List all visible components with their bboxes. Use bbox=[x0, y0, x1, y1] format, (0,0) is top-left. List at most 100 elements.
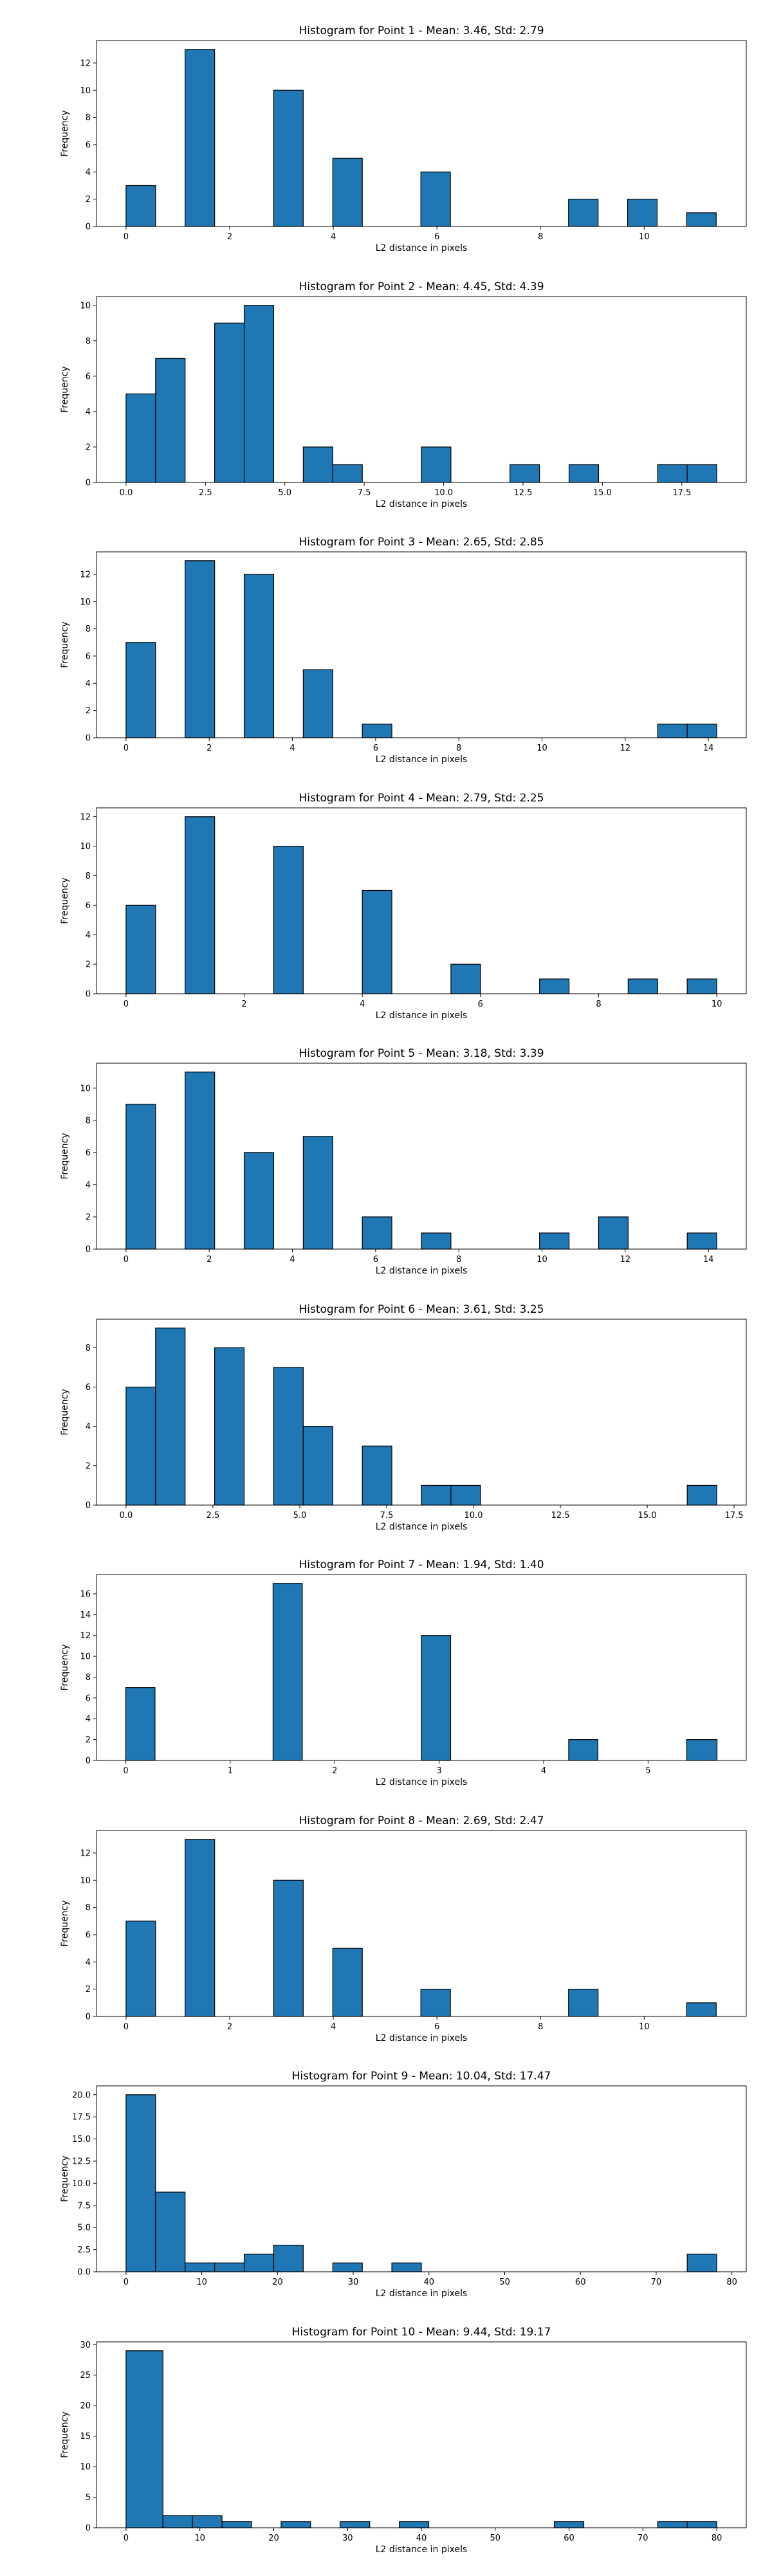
histogram-bar bbox=[510, 464, 540, 483]
y-tick-label: 4 bbox=[86, 1715, 91, 1724]
y-tick-label: 12 bbox=[80, 1849, 91, 1858]
histogram-bar bbox=[686, 978, 717, 994]
x-axis-label: L2 distance in pixels bbox=[376, 2033, 468, 2043]
chart-title: Histogram for Point 3 - Mean: 2.65, Std:… bbox=[299, 536, 544, 549]
y-tick-label: 12 bbox=[80, 570, 91, 580]
x-tick-label: 30 bbox=[348, 2278, 359, 2287]
y-tick-label: 2 bbox=[86, 195, 91, 205]
x-tick-label: 15.0 bbox=[593, 488, 612, 498]
y-tick-label: 0 bbox=[86, 2524, 91, 2534]
y-tick-label: 2 bbox=[86, 1461, 91, 1471]
x-axis-label: L2 distance in pixels bbox=[376, 499, 468, 509]
x-tick-label: 60 bbox=[575, 2278, 586, 2287]
axes-frame bbox=[96, 807, 747, 994]
histogram-bar bbox=[420, 171, 451, 227]
histogram-bar bbox=[362, 890, 392, 994]
x-axis-label: L2 distance in pixels bbox=[376, 1777, 468, 1787]
x-axis-label: L2 distance in pixels bbox=[376, 1266, 468, 1276]
y-tick-label: 15.0 bbox=[72, 2135, 91, 2144]
x-tick-label: 2 bbox=[332, 1766, 337, 1776]
x-tick-label: 4 bbox=[541, 1766, 546, 1776]
histogram-bar bbox=[421, 446, 452, 483]
histogram-bar bbox=[185, 49, 216, 227]
histogram-bar bbox=[450, 964, 481, 994]
histogram-bar bbox=[125, 1687, 156, 1761]
x-tick-label: 50 bbox=[499, 2278, 510, 2287]
y-tick-label: 10 bbox=[80, 598, 91, 607]
y-tick-label: 15 bbox=[80, 2432, 91, 2442]
y-tick-label: 4 bbox=[86, 1958, 91, 1968]
histogram-bar bbox=[657, 464, 688, 483]
histogram-bar bbox=[568, 1739, 599, 1761]
histogram-bar bbox=[243, 1152, 275, 1250]
histogram-bar bbox=[273, 846, 304, 994]
chart-title: Histogram for Point 4 - Mean: 2.79, Std:… bbox=[299, 792, 544, 805]
histogram-bar bbox=[162, 2515, 193, 2528]
histogram-bar bbox=[686, 1739, 718, 1761]
x-axis-label: L2 distance in pixels bbox=[376, 1522, 468, 1532]
x-tick-label: 4 bbox=[331, 232, 336, 242]
y-tick-label: 2 bbox=[86, 960, 91, 970]
y-tick-label: 6 bbox=[86, 1694, 91, 1703]
histogram-bar bbox=[185, 816, 216, 994]
histogram-bar bbox=[302, 1136, 333, 1250]
y-axis-label: Frequency bbox=[60, 110, 70, 156]
histogram-bar bbox=[214, 1347, 245, 1506]
x-tick-label: 20 bbox=[268, 2534, 279, 2543]
y-tick-label: 4 bbox=[86, 931, 91, 940]
x-axis-label: L2 distance in pixels bbox=[376, 2288, 468, 2299]
histogram-bar bbox=[243, 2253, 275, 2272]
axes-frame bbox=[96, 1319, 747, 1506]
x-tick-label: 20 bbox=[272, 2278, 283, 2287]
histogram-bar bbox=[125, 642, 156, 738]
y-tick-label: 0.0 bbox=[77, 2268, 91, 2278]
x-tick-label: 7.5 bbox=[380, 1511, 394, 1521]
x-tick-label: 8 bbox=[456, 744, 461, 753]
x-tick-label: 17.5 bbox=[672, 488, 691, 498]
x-tick-label: 6 bbox=[478, 1000, 483, 1009]
x-tick-label: 0 bbox=[124, 2278, 129, 2287]
axes-frame bbox=[96, 2085, 747, 2272]
y-tick-label: 10 bbox=[80, 301, 91, 311]
x-tick-label: 0 bbox=[123, 1766, 128, 1776]
histogram-bar bbox=[539, 978, 570, 994]
histogram-bar bbox=[125, 1921, 156, 2017]
histogram-bar bbox=[450, 1484, 481, 1506]
histogram-bar bbox=[214, 322, 245, 483]
x-tick-label: 60 bbox=[564, 2534, 574, 2543]
x-tick-label: 10 bbox=[196, 2278, 207, 2287]
histogram-bar bbox=[686, 1232, 717, 1250]
x-tick-label: 30 bbox=[342, 2534, 353, 2543]
histogram-bar bbox=[627, 199, 658, 227]
y-tick-label: 0 bbox=[86, 1501, 91, 1511]
y-tick-label: 8 bbox=[86, 113, 91, 123]
x-tick-label: 4 bbox=[360, 1000, 365, 1009]
histogram-bar bbox=[657, 2521, 688, 2528]
y-tick-label: 12 bbox=[80, 1631, 91, 1641]
x-axis-label: L2 distance in pixels bbox=[376, 243, 468, 253]
x-tick-label: 0.0 bbox=[120, 1511, 133, 1521]
histogram-bar bbox=[686, 1484, 717, 1506]
histogram-bar bbox=[273, 1879, 304, 2017]
x-tick-label: 10 bbox=[194, 2534, 205, 2543]
y-tick-label: 6 bbox=[86, 1148, 91, 1158]
histogram-bar bbox=[627, 978, 658, 994]
x-tick-label: 14 bbox=[703, 744, 714, 753]
histogram-bar bbox=[421, 1232, 452, 1250]
x-tick-label: 12 bbox=[620, 1255, 631, 1265]
y-tick-label: 2 bbox=[86, 706, 91, 716]
chart-title: Histogram for Point 6 - Mean: 3.61, Std:… bbox=[299, 1303, 544, 1316]
histogram-bar bbox=[272, 1583, 303, 1761]
y-tick-label: 20.0 bbox=[72, 2090, 91, 2100]
y-tick-label: 14 bbox=[80, 1611, 91, 1620]
y-tick-label: 0 bbox=[86, 2013, 91, 2022]
y-axis-label: Frequency bbox=[60, 1900, 70, 1946]
y-axis-label: Frequency bbox=[60, 1389, 70, 1435]
axes-frame bbox=[96, 1574, 747, 1761]
histogram-bar bbox=[539, 1232, 570, 1250]
x-tick-label: 8 bbox=[596, 1000, 601, 1009]
x-tick-label: 70 bbox=[651, 2278, 662, 2287]
y-tick-label: 8 bbox=[86, 1116, 91, 1126]
x-tick-label: 5.0 bbox=[293, 1511, 307, 1521]
histogram-bar bbox=[362, 1445, 392, 1506]
